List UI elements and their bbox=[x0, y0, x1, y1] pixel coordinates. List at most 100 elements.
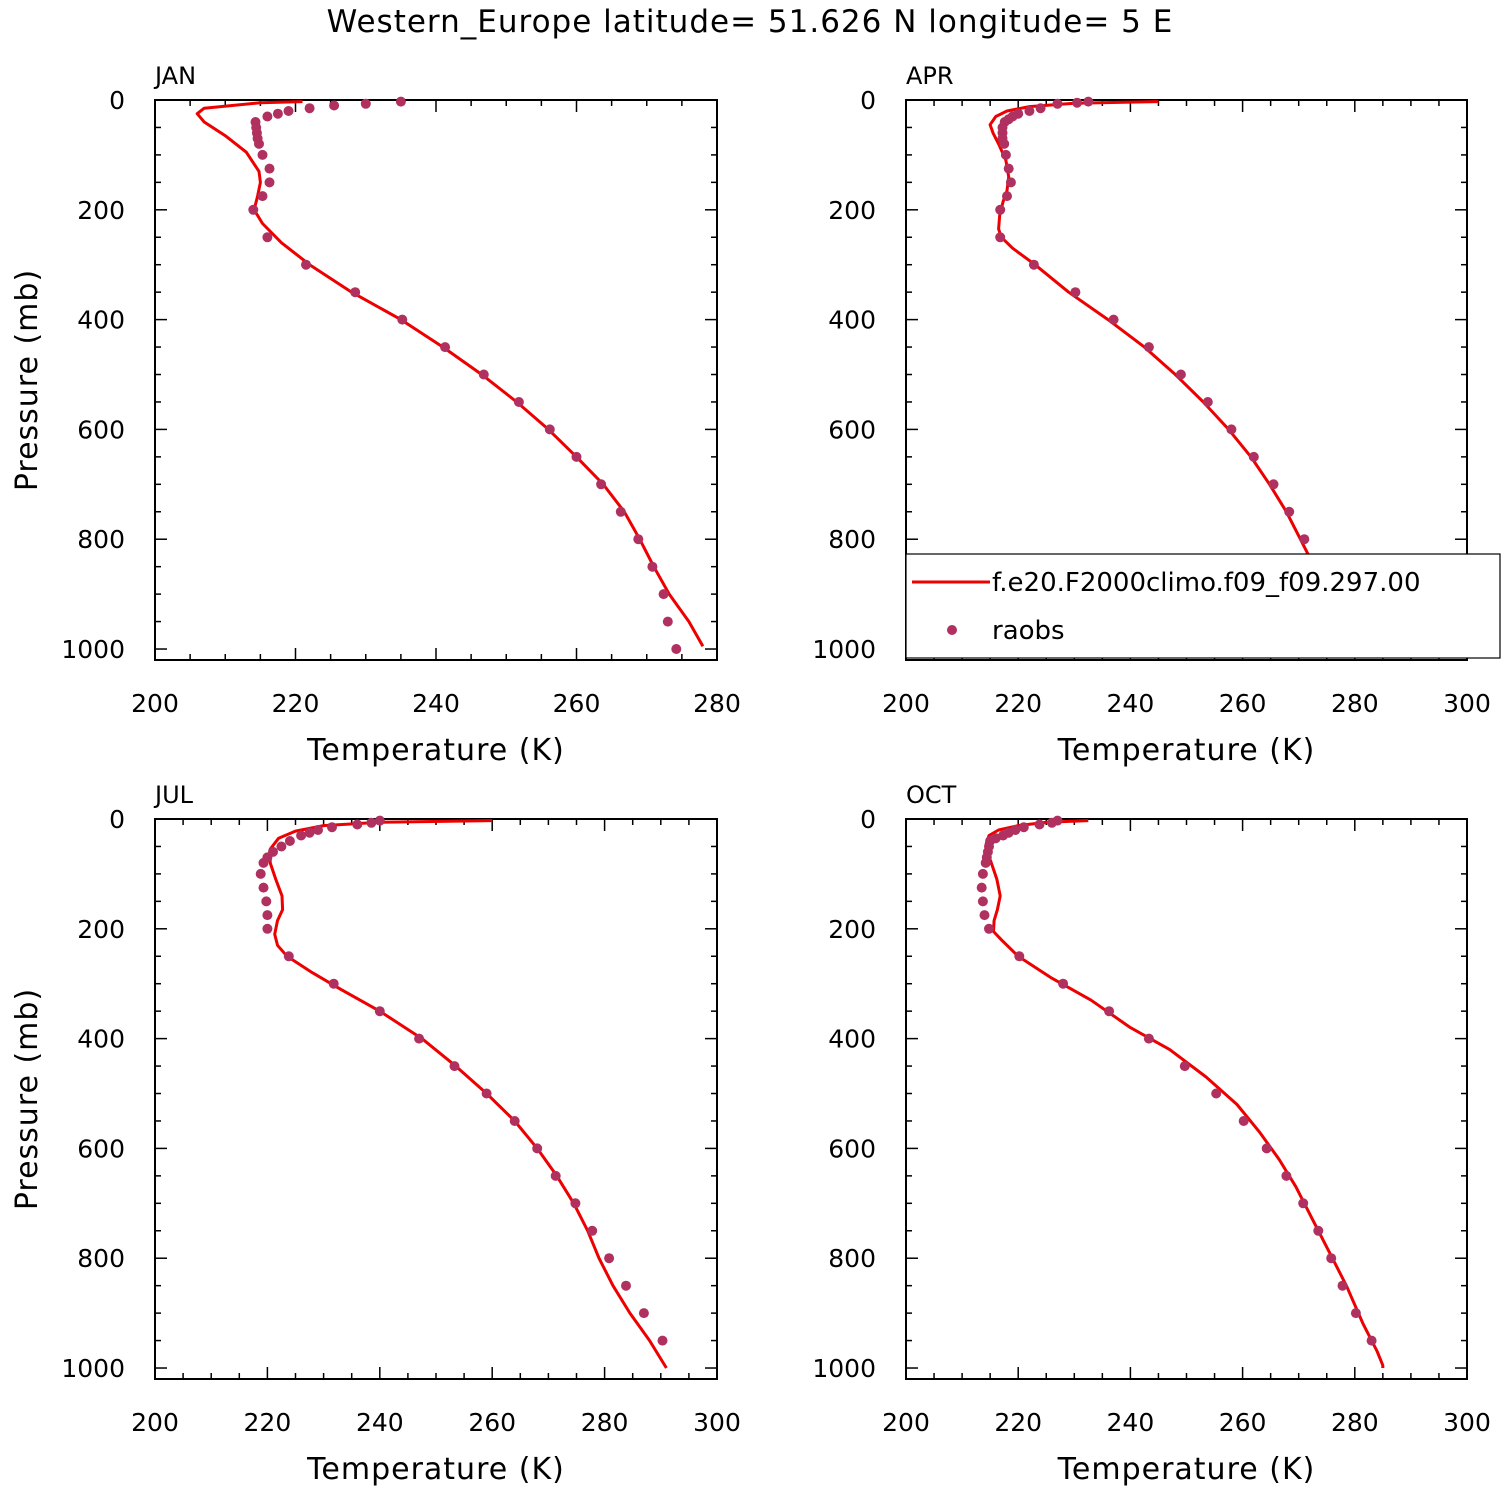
raobs-point bbox=[1261, 1143, 1272, 1154]
raobs-point bbox=[374, 1006, 385, 1017]
raobs-point bbox=[1238, 1116, 1249, 1126]
raobs-point bbox=[261, 896, 272, 907]
raobs-point bbox=[513, 397, 524, 407]
x-tick-label: 240 bbox=[412, 689, 460, 718]
x-tick-label: 300 bbox=[693, 1408, 741, 1437]
x-tick-label: 280 bbox=[1331, 689, 1379, 718]
raobs-point bbox=[544, 424, 555, 435]
raobs-point bbox=[327, 822, 337, 833]
y-tick-label: 1000 bbox=[61, 635, 125, 664]
raobs-point bbox=[276, 841, 287, 852]
panel-title: JAN bbox=[153, 62, 196, 90]
raobs-point bbox=[1366, 1335, 1377, 1346]
raobs-point bbox=[1104, 1006, 1115, 1017]
x-axis-label: Temperature (K) bbox=[306, 733, 565, 768]
raobs-point bbox=[1018, 822, 1029, 833]
raobs-point bbox=[1202, 397, 1213, 407]
x-tick-label: 220 bbox=[994, 1408, 1042, 1437]
raobs-point bbox=[638, 1308, 649, 1319]
raobs-point bbox=[350, 287, 361, 298]
y-axis-label: Pressure (mb) bbox=[10, 269, 45, 491]
y-tick-label: 600 bbox=[828, 1134, 876, 1163]
raobs-point bbox=[550, 1170, 561, 1181]
raobs-point bbox=[621, 1280, 631, 1291]
raobs-point bbox=[254, 138, 264, 149]
raobs-point bbox=[1284, 506, 1295, 517]
raobs-point bbox=[984, 923, 994, 934]
y-tick-label: 800 bbox=[828, 525, 876, 554]
raobs-point bbox=[633, 534, 644, 545]
raobs-point bbox=[397, 314, 408, 325]
legend-obs-label: raobs bbox=[992, 616, 1065, 646]
raobs-point bbox=[980, 857, 991, 868]
raobs-point bbox=[976, 882, 987, 893]
y-tick-label: 1000 bbox=[812, 1354, 876, 1383]
y-tick-label: 800 bbox=[77, 525, 125, 554]
raobs-point bbox=[283, 106, 294, 116]
x-tick-label: 240 bbox=[1107, 689, 1155, 718]
raobs-point bbox=[1002, 191, 1012, 202]
x-tick-label: 220 bbox=[994, 689, 1042, 718]
raobs-point bbox=[1143, 342, 1154, 353]
raobs-point bbox=[304, 827, 315, 838]
raobs-point bbox=[272, 108, 283, 119]
raobs-point bbox=[1298, 1198, 1309, 1209]
x-axis-label: Temperature (K) bbox=[1057, 1452, 1316, 1487]
raobs-point bbox=[328, 978, 339, 989]
raobs-point bbox=[284, 836, 295, 846]
raobs-point bbox=[283, 951, 294, 962]
raobs-point bbox=[1052, 98, 1063, 109]
plot-frame bbox=[905, 818, 1468, 1380]
x-tick-label: 300 bbox=[1443, 689, 1491, 718]
raobs-point bbox=[570, 1198, 581, 1209]
x-tick-label: 280 bbox=[693, 689, 741, 718]
raobs-point bbox=[449, 1061, 460, 1072]
raobs-point bbox=[262, 111, 273, 122]
raobs-point bbox=[995, 204, 1006, 215]
raobs-point bbox=[374, 815, 385, 826]
x-axis-label: Temperature (K) bbox=[1057, 733, 1316, 768]
raobs-point bbox=[671, 644, 682, 654]
raobs-point bbox=[1028, 259, 1039, 270]
raobs-point bbox=[662, 616, 673, 627]
raobs-point bbox=[360, 98, 371, 109]
y-tick-label: 800 bbox=[77, 1244, 125, 1273]
raobs-point bbox=[532, 1143, 543, 1154]
raobs-point bbox=[478, 369, 489, 380]
x-tick-label: 260 bbox=[468, 1408, 516, 1437]
raobs-point bbox=[1083, 96, 1094, 107]
y-tick-label: 200 bbox=[828, 915, 876, 944]
raobs-point bbox=[1268, 479, 1279, 490]
raobs-point bbox=[395, 96, 406, 107]
x-tick-label: 240 bbox=[1107, 1408, 1155, 1437]
raobs-point bbox=[587, 1225, 598, 1236]
x-tick-label: 260 bbox=[1219, 1408, 1267, 1437]
x-axis-label: Temperature (K) bbox=[306, 1452, 565, 1487]
panel-title: JUL bbox=[153, 781, 194, 809]
raobs-point bbox=[248, 204, 259, 215]
raobs-point bbox=[1143, 1033, 1154, 1044]
raobs-point bbox=[258, 882, 269, 893]
raobs-point bbox=[258, 857, 269, 868]
raobs-point bbox=[647, 561, 658, 572]
plot-frame bbox=[154, 818, 718, 1380]
figure-title: Western_Europe latitude= 51.626 N longit… bbox=[327, 4, 1174, 40]
raobs-point bbox=[1003, 163, 1014, 174]
y-tick-label: 400 bbox=[828, 306, 876, 335]
raobs-point bbox=[571, 451, 582, 462]
raobs-point bbox=[1024, 106, 1035, 116]
raobs-point bbox=[1175, 369, 1186, 380]
raobs-point bbox=[1072, 97, 1083, 108]
raobs-point bbox=[1108, 314, 1119, 325]
raobs-point bbox=[1211, 1088, 1222, 1099]
y-tick-label: 1000 bbox=[61, 1354, 125, 1383]
x-tick-label: 200 bbox=[882, 689, 930, 718]
x-tick-label: 200 bbox=[131, 1408, 179, 1437]
y-tick-label: 200 bbox=[828, 196, 876, 225]
raobs-point bbox=[329, 100, 340, 111]
raobs-point bbox=[979, 910, 990, 921]
raobs-point bbox=[1014, 951, 1025, 962]
raobs-point bbox=[977, 868, 988, 879]
